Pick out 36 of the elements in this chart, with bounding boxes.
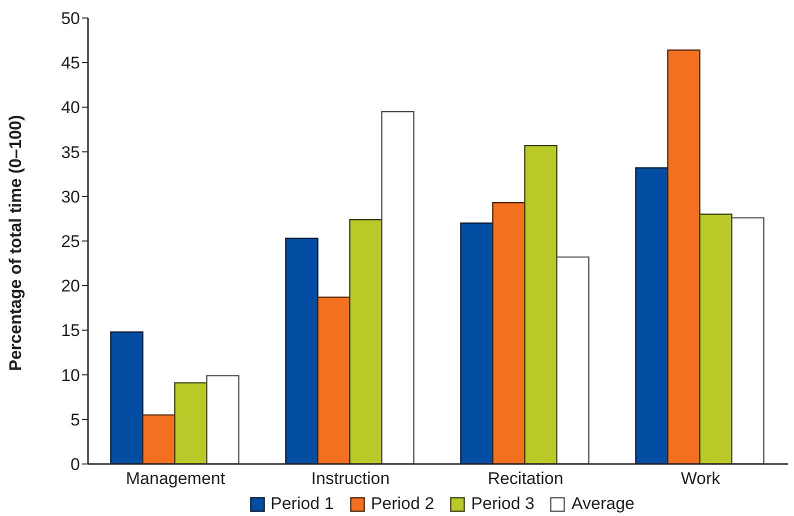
legend-label: Period 3 — [471, 494, 534, 514]
bar — [285, 238, 318, 464]
y-tick-label: 15 — [61, 321, 80, 340]
y-tick-label: 20 — [61, 276, 80, 296]
bar — [635, 167, 668, 464]
y-tick-label: 40 — [61, 98, 80, 118]
y-tick-label: 35 — [61, 142, 80, 162]
y-tick-label: 50 — [61, 9, 80, 28]
bar — [667, 50, 700, 464]
y-tick-label: 30 — [61, 187, 80, 206]
bar — [524, 144, 558, 464]
legend-label: Period 1 — [270, 494, 334, 514]
bar — [556, 256, 590, 464]
x-tick-label: Management — [126, 469, 226, 488]
bar — [349, 218, 382, 464]
y-tick-label: 25 — [61, 232, 80, 252]
x-tick-label: Recitation — [488, 469, 564, 488]
y-axis-title: Percentage of total time (0–100) — [6, 114, 26, 371]
y-tick-label: 45 — [61, 54, 80, 73]
bar — [317, 296, 350, 464]
legend-label: Period 2 — [370, 494, 434, 514]
y-tick-label: 10 — [61, 366, 80, 385]
bar — [110, 331, 144, 464]
y-tick-label: 5 — [70, 410, 80, 430]
bar — [381, 111, 414, 464]
x-tick-label: Instruction — [311, 469, 390, 488]
bar — [460, 222, 494, 464]
x-tick-label: Work — [680, 469, 721, 488]
bar — [206, 375, 240, 464]
legend-label: Average — [571, 494, 634, 514]
bar — [699, 214, 732, 464]
y-tick-label: 0 — [70, 455, 80, 474]
bar — [731, 217, 764, 464]
bar — [492, 202, 526, 464]
bar — [142, 414, 176, 464]
bar — [174, 382, 208, 464]
